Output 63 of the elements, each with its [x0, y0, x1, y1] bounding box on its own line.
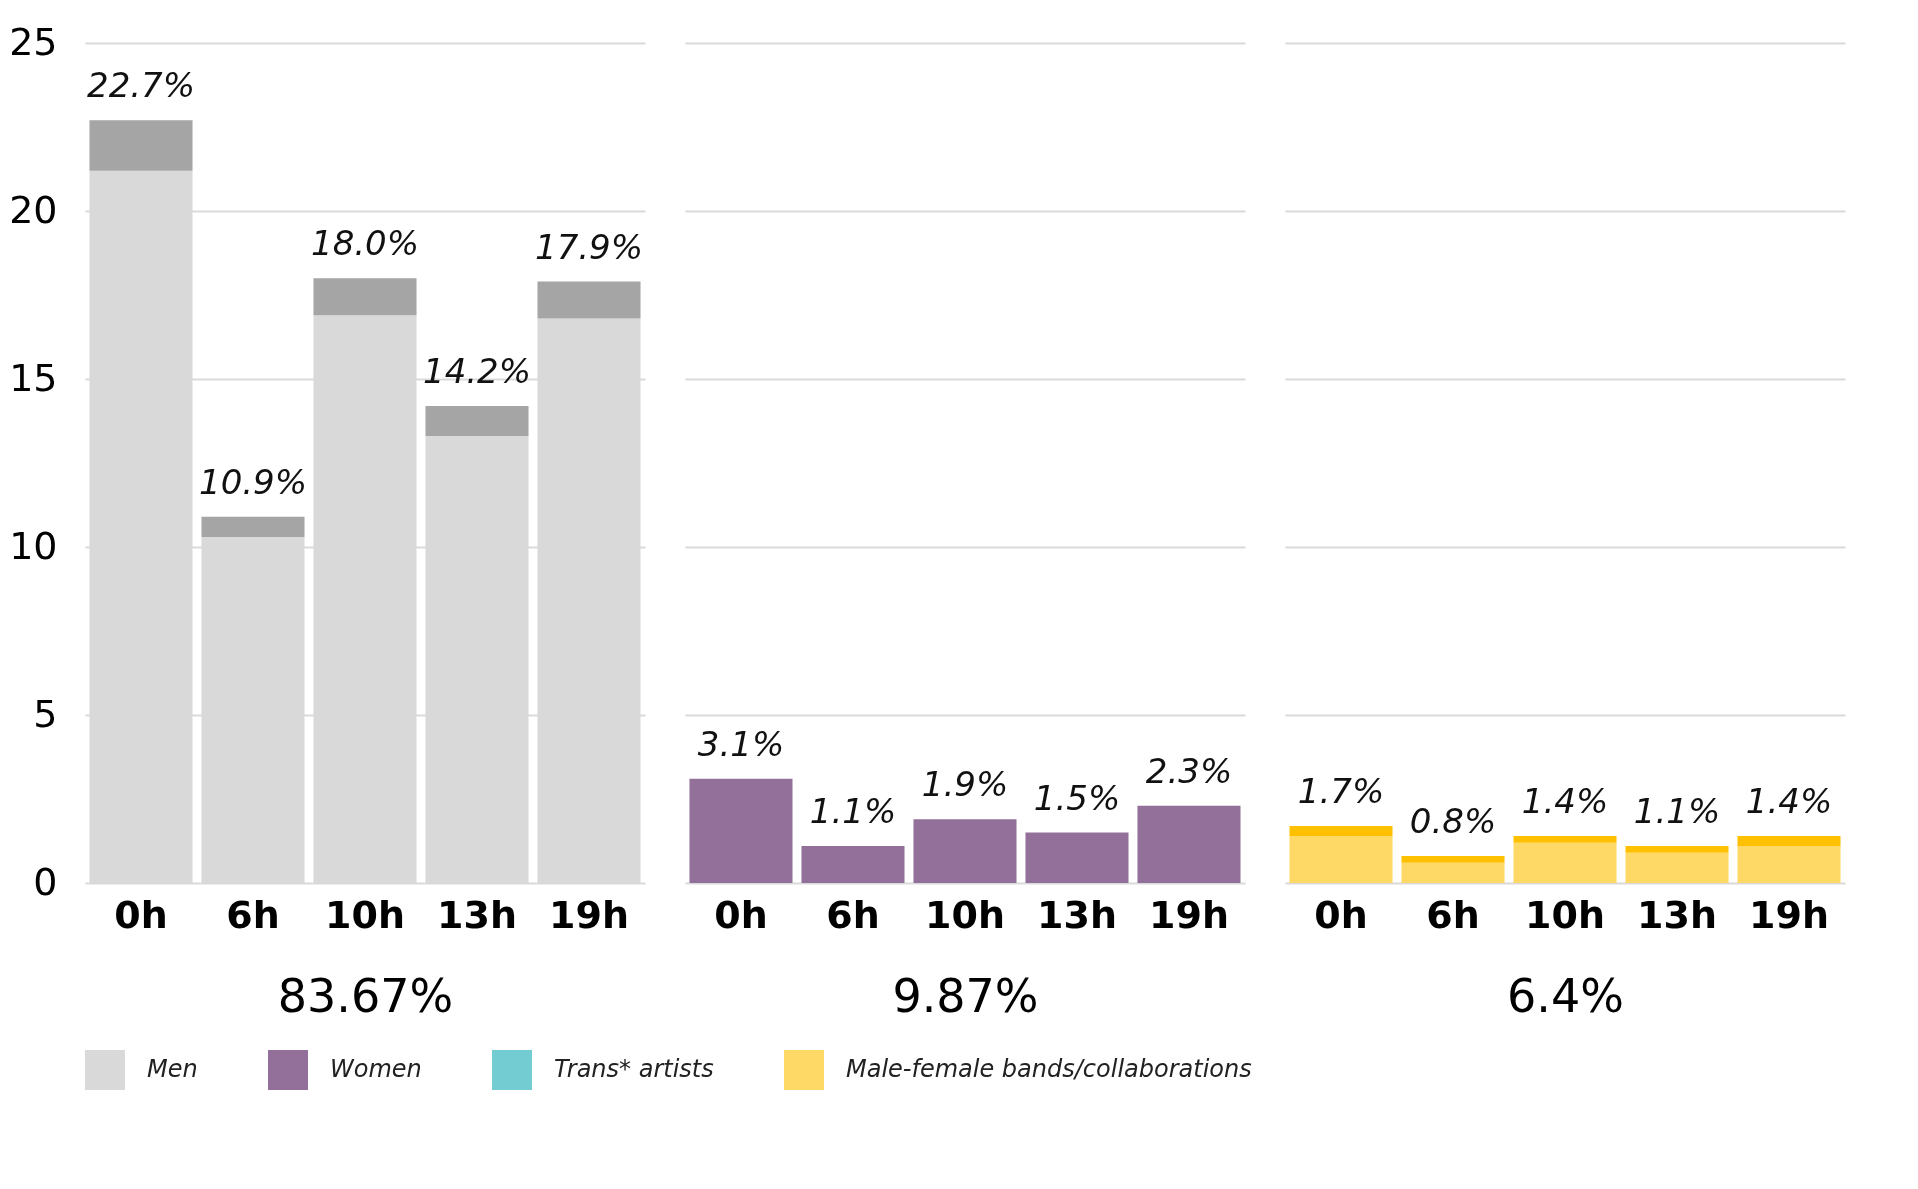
- total-label: 0.8%: [1409, 801, 1497, 842]
- bar: [801, 846, 905, 883]
- bar: [1625, 852, 1729, 883]
- y-tick-label: 5: [33, 691, 58, 736]
- bar: [913, 819, 1017, 883]
- total-label: 2.3%: [1145, 750, 1233, 791]
- x-tick-label: 6h: [1426, 892, 1480, 937]
- bar: [201, 516, 305, 537]
- total-label: 14.2%: [422, 350, 532, 391]
- legend-label: Trans* artists: [554, 1055, 714, 1083]
- x-tick-label: 19h: [549, 892, 629, 937]
- x-tick-label: 10h: [325, 892, 405, 937]
- x-tick-label: 6h: [226, 892, 280, 937]
- legend-label: Men: [147, 1055, 198, 1083]
- total-label: 3.1%: [697, 723, 785, 764]
- x-tick-label: 0h: [114, 892, 168, 937]
- x-tick-label: 6h: [826, 892, 880, 937]
- bar: [313, 278, 417, 316]
- bar: [537, 281, 641, 319]
- total-label: 1.4%: [1521, 780, 1609, 821]
- bar: [425, 405, 529, 437]
- x-tick-label: 13h: [437, 892, 517, 937]
- total-label: 1.9%: [921, 764, 1009, 805]
- x-tick-label: 19h: [1749, 892, 1829, 937]
- x-axis-title: 9.87%: [892, 968, 1039, 1023]
- bar: [1737, 835, 1841, 847]
- total-label: 10.9%: [198, 461, 308, 502]
- y-tick-label: 0: [33, 859, 58, 904]
- legend-label: Male-female bands/collaborations: [846, 1055, 1252, 1083]
- x-tick-label: 10h: [1525, 892, 1605, 937]
- total-label: 1.1%: [809, 791, 897, 832]
- bar: [1401, 862, 1505, 883]
- x-tick-label: 19h: [1149, 892, 1229, 937]
- x-axis-title: 83.67%: [277, 968, 454, 1023]
- total-label: 1.1%: [1633, 791, 1721, 832]
- x-axis-title: 6.4%: [1507, 968, 1624, 1023]
- total-label: 1.5%: [1033, 777, 1121, 818]
- bar: [1289, 825, 1393, 836]
- total-label: 1.4%: [1745, 780, 1833, 821]
- x-tick-label: 13h: [1037, 892, 1117, 937]
- bar: [1137, 805, 1241, 883]
- bar: [1513, 842, 1617, 883]
- total-label: 22.7%: [86, 65, 196, 106]
- x-tick-label: 10h: [925, 892, 1005, 937]
- bar: [1625, 846, 1729, 853]
- legend-label: Women: [330, 1055, 422, 1083]
- bar: [1401, 856, 1505, 863]
- y-tick-label: 10: [9, 523, 58, 568]
- bar: [689, 778, 793, 883]
- total-label: 17.9%: [534, 226, 644, 267]
- bar: [1737, 846, 1841, 883]
- y-tick-label: 15: [9, 355, 58, 400]
- total-label: 1.7%: [1297, 770, 1385, 811]
- total-label: 18.0%: [310, 223, 420, 264]
- bar: [1513, 835, 1617, 843]
- bar: [1289, 835, 1393, 883]
- bar: [1025, 832, 1129, 883]
- x-tick-label: 13h: [1637, 892, 1717, 937]
- y-tick-label: 20: [9, 187, 58, 232]
- x-tick-label: 0h: [1314, 892, 1368, 937]
- bar: [89, 120, 193, 171]
- x-tick-label: 0h: [714, 892, 768, 937]
- y-tick-label: 25: [9, 19, 58, 64]
